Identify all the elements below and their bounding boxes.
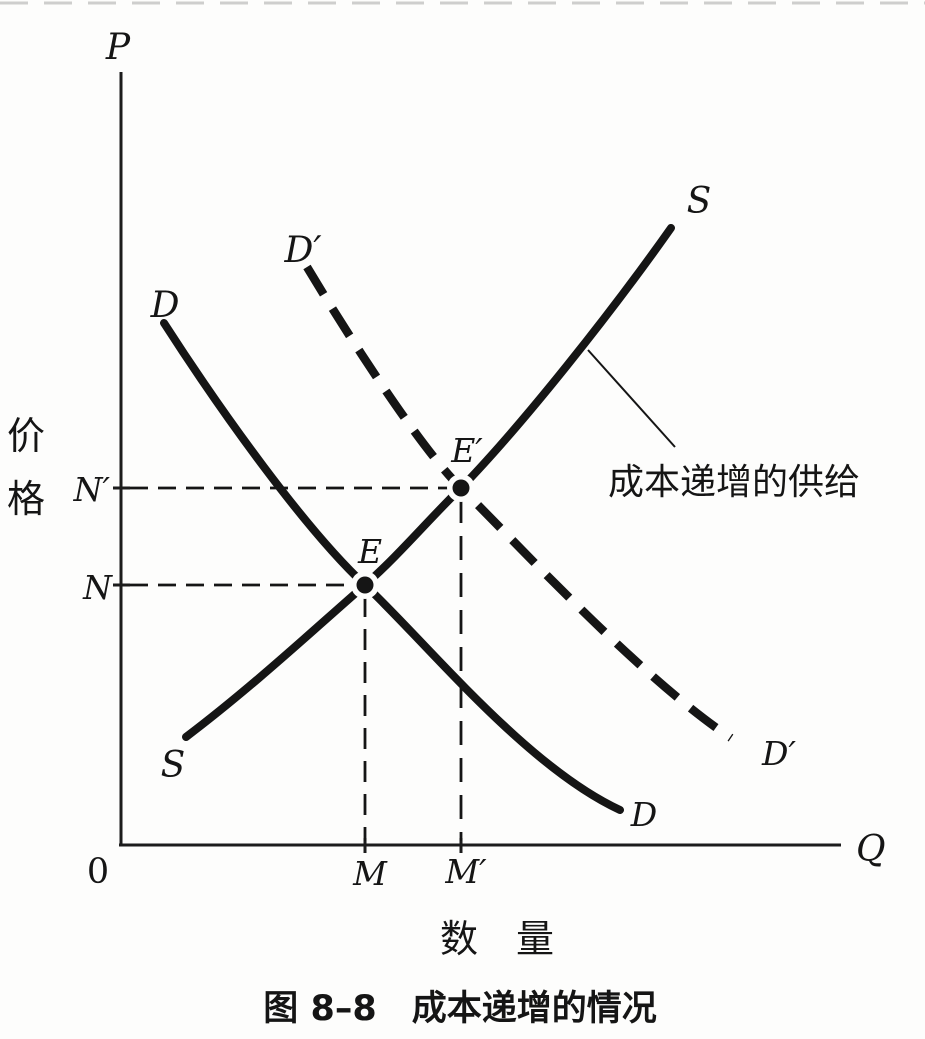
point-e-shift-dot xyxy=(452,479,470,497)
annotation-leader-line xyxy=(587,349,676,448)
label-d-shift-top: D′ xyxy=(283,230,321,271)
label-s-top: S xyxy=(687,181,712,222)
x-axis-symbol: Q xyxy=(856,829,886,870)
point-e-dot xyxy=(356,576,374,594)
price-caption-char1: 价 xyxy=(7,414,45,458)
label-e: E xyxy=(357,532,382,571)
quantity-caption: 数 量 xyxy=(440,917,554,961)
label-m: M xyxy=(352,854,388,893)
origin-label: 0 xyxy=(87,852,109,892)
label-m-shift: M′ xyxy=(444,852,487,891)
label-e-shift: E′ xyxy=(450,431,483,470)
y-axis-symbol: P xyxy=(105,27,131,68)
label-n: N xyxy=(82,568,113,607)
label-n-shift: N′ xyxy=(73,470,111,509)
label-d-shift-bottom: D′ xyxy=(761,734,796,773)
price-caption-char2: 格 xyxy=(7,477,45,521)
label-d-top: D xyxy=(150,285,180,326)
supply-curve-s xyxy=(182,224,675,741)
label-s-bottom: S xyxy=(161,745,186,786)
supply-annotation-text: 成本递增的供给 xyxy=(608,462,860,503)
figure-caption: 图 8–8 成本递增的情况 xyxy=(263,989,656,1029)
label-d-bottom: D xyxy=(630,795,657,834)
